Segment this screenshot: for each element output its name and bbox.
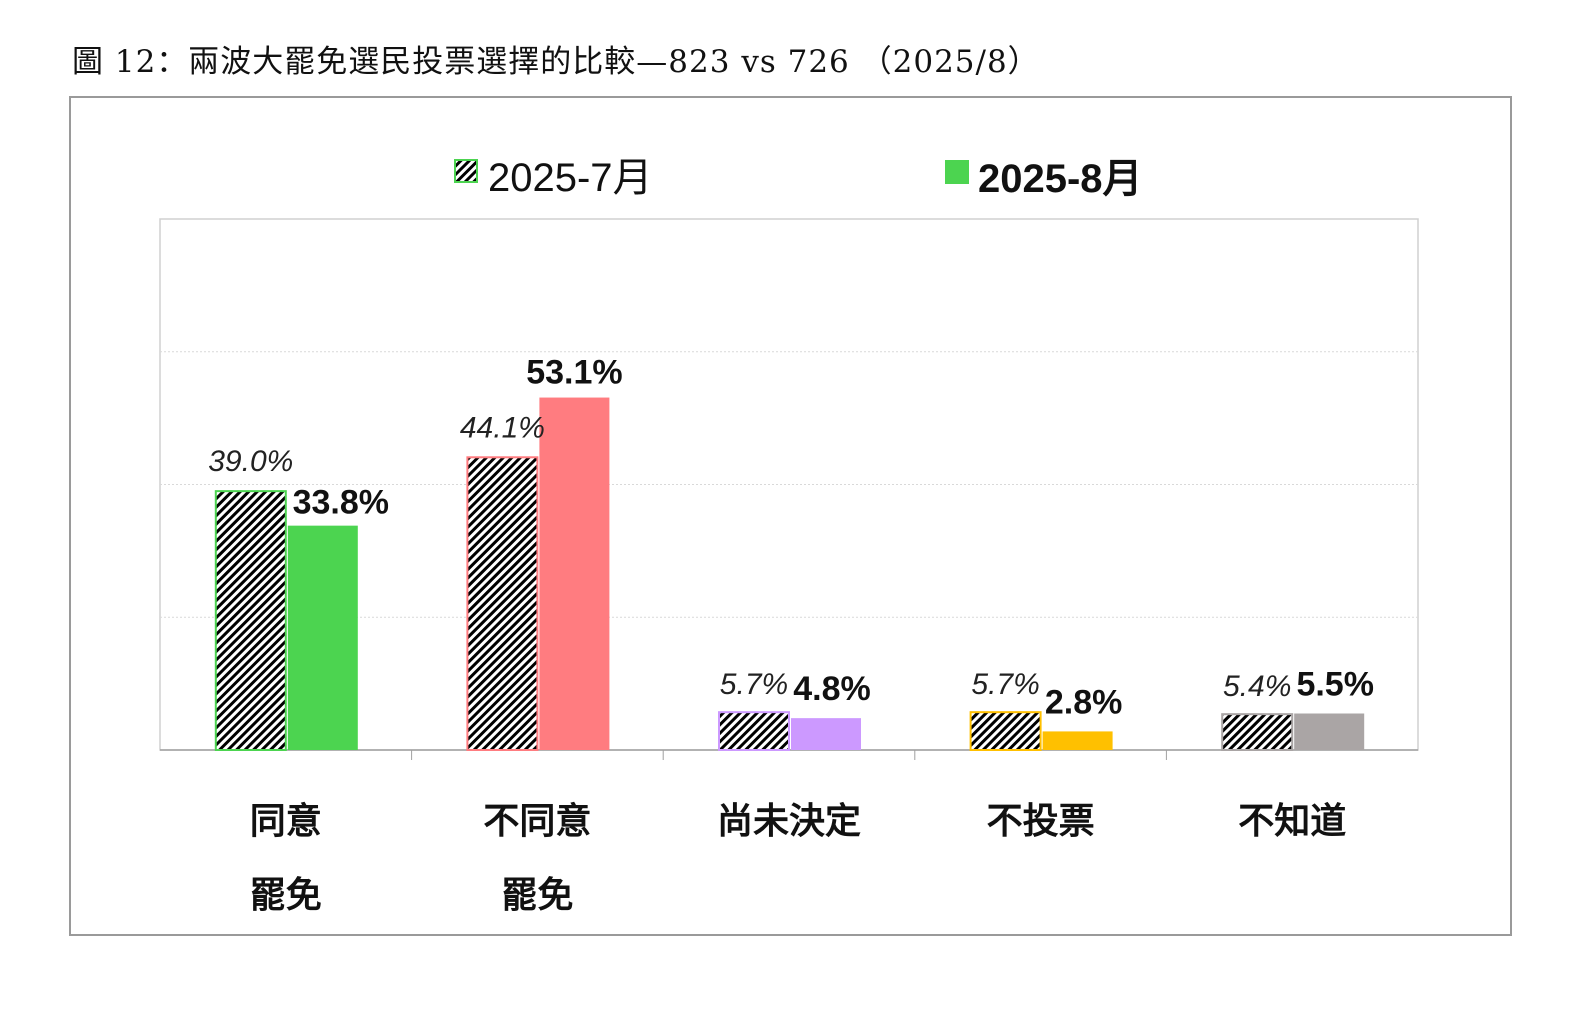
data-label-2025-8: 2.8% — [1045, 683, 1123, 721]
category-label: 不投票 — [987, 801, 1095, 842]
category-label: 不知道 — [1238, 801, 1346, 842]
data-label-2025-7: 5.4% — [1223, 670, 1291, 703]
data-label-2025-7: 5.7% — [971, 668, 1039, 701]
data-label-2025-8: 5.5% — [1296, 665, 1374, 703]
bar-group — [718, 711, 790, 752]
data-label-2025-8: 4.8% — [793, 670, 871, 708]
bar-group — [214, 490, 287, 751]
chart-frame — [69, 96, 1512, 936]
category-label: 不同意 — [483, 801, 591, 842]
bar-2025-8 — [1042, 731, 1113, 750]
legend-label-2025-8: 2025-8月 — [978, 157, 1143, 201]
bar-2025-8 — [287, 525, 358, 750]
legend-swatch-2025-8 — [945, 160, 969, 184]
bar-group — [466, 456, 539, 751]
data-label-2025-8: 53.1% — [526, 354, 622, 392]
figure-title: 圖 12：兩波大罷免選民投票選擇的比較—823 vs 726 （2025/8） — [72, 44, 1040, 80]
data-label-2025-7: 5.7% — [720, 668, 788, 701]
category-label: 同意 — [250, 801, 322, 842]
bar-2025-8 — [539, 397, 610, 750]
data-label-2025-8: 33.8% — [293, 484, 389, 522]
category-label: 罷免 — [250, 875, 322, 916]
category-label: 罷免 — [501, 875, 573, 916]
bar-group — [1221, 713, 1294, 751]
bar-2025-7 — [466, 456, 539, 751]
category-label: 尚未決定 — [717, 801, 861, 842]
data-label-2025-7: 39.0% — [208, 445, 293, 478]
bar-group — [969, 711, 1042, 752]
legend-label-2025-7: 2025-7月 — [488, 156, 653, 200]
bar-2025-7 — [969, 711, 1042, 752]
bar-2025-7 — [1221, 713, 1294, 751]
legend: 2025-7月 2025-8月 — [454, 156, 1143, 201]
bar-2025-7 — [718, 711, 790, 752]
bar-2025-8 — [1294, 713, 1365, 750]
bar-2025-7 — [214, 490, 287, 751]
data-label-2025-7: 44.1% — [460, 411, 545, 444]
legend-swatch-2025-7 — [454, 159, 478, 183]
bar-2025-8 — [791, 718, 861, 750]
